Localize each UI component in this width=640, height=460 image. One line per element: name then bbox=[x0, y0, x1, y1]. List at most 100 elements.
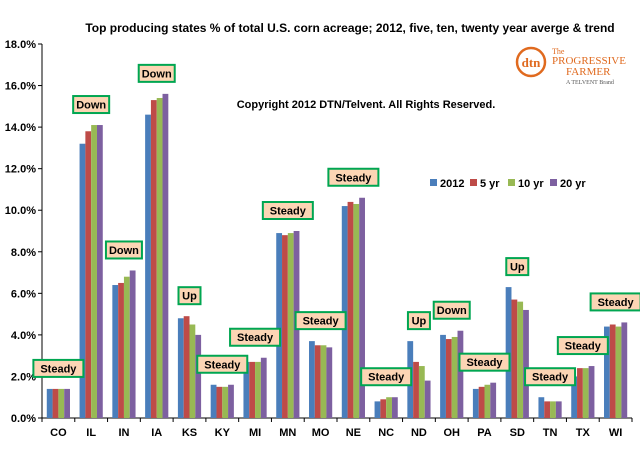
x-tick-label: TN bbox=[543, 427, 558, 439]
bar-NE-5yr bbox=[347, 201, 354, 418]
bar-ND-10yr bbox=[418, 366, 425, 418]
x-tick-label: MO bbox=[312, 427, 330, 439]
bar-SD-10yr bbox=[517, 301, 524, 418]
copyright-text: Copyright 2012 DTN/Telvent. All Rights R… bbox=[237, 99, 496, 111]
bar-MO-2012 bbox=[309, 341, 315, 418]
logo-mark: dtn bbox=[522, 55, 542, 70]
legend-label: 5 yr bbox=[480, 178, 500, 190]
bar-CO-2012 bbox=[46, 388, 53, 418]
bar-OH-5yr bbox=[445, 339, 452, 418]
bar-CO-10yr bbox=[58, 388, 65, 418]
bar-PA-5yr bbox=[478, 386, 485, 418]
trend-box bbox=[524, 367, 577, 387]
bar-IN-20yr bbox=[129, 270, 136, 418]
bar-ND-20yr bbox=[424, 380, 431, 418]
bar-MN-5yr bbox=[282, 235, 288, 418]
bar-PA-20yr bbox=[490, 382, 497, 418]
trend-box bbox=[294, 311, 347, 331]
legend-swatch bbox=[430, 179, 437, 186]
x-tick-label: ND bbox=[411, 427, 427, 439]
bar-NE-10yr bbox=[353, 203, 360, 418]
x-tick-label: IL bbox=[86, 427, 96, 439]
x-tick-label: KY bbox=[215, 427, 231, 439]
bar-PA-10yr bbox=[484, 384, 491, 418]
x-tick-label: MI bbox=[249, 427, 261, 439]
bar-CO-5yr bbox=[52, 388, 59, 418]
x-tick-label: NE bbox=[346, 427, 361, 439]
bar-MO-10yr bbox=[320, 345, 327, 418]
bar-TX-20yr bbox=[588, 366, 595, 418]
bar-WI-2012 bbox=[604, 326, 610, 418]
x-tick-label: OH bbox=[443, 427, 460, 439]
bar-WI-5yr bbox=[609, 324, 616, 418]
x-tick-label: IN bbox=[118, 427, 129, 439]
trend-label: Steady bbox=[532, 372, 569, 384]
trend-box bbox=[327, 167, 380, 187]
trend-label: Down bbox=[142, 68, 172, 80]
trend-label: Steady bbox=[237, 332, 274, 344]
trend-box bbox=[104, 240, 143, 260]
trend-PA: Steady bbox=[458, 352, 511, 372]
trend-TX: Steady bbox=[556, 336, 609, 356]
trend-IA: Down bbox=[137, 63, 176, 83]
bar-KY-5yr bbox=[216, 386, 223, 418]
bar-MN-10yr bbox=[287, 233, 294, 418]
y-tick-label: 14.0% bbox=[5, 122, 36, 134]
trend-label: Steady bbox=[466, 357, 503, 369]
bar-PA-2012 bbox=[472, 388, 479, 418]
trend-box bbox=[196, 354, 249, 374]
trend-box bbox=[432, 300, 471, 320]
bar-MO-5yr bbox=[314, 345, 321, 418]
trend-box bbox=[556, 336, 609, 356]
trend-box bbox=[137, 63, 176, 83]
y-tick-label: 6.0% bbox=[11, 288, 36, 300]
bar-WI-10yr bbox=[615, 326, 622, 418]
trend-OH: Down bbox=[432, 300, 471, 320]
bar-SD-5yr bbox=[511, 299, 518, 418]
bar-NE-20yr bbox=[359, 197, 365, 418]
bar-KY-2012 bbox=[210, 384, 217, 418]
trend-label: Up bbox=[182, 291, 197, 303]
bar-IN-2012 bbox=[112, 285, 119, 418]
bar-MI-2012 bbox=[243, 361, 250, 418]
bar-KS-5yr bbox=[183, 316, 190, 418]
trend-label: Steady bbox=[335, 172, 372, 184]
trend-MO: Steady bbox=[294, 311, 347, 331]
trend-KY: Steady bbox=[196, 354, 249, 374]
bar-ND-5yr bbox=[413, 361, 419, 418]
y-tick-label: 18.0% bbox=[5, 39, 36, 51]
dtn-progressive-farmer-logo: dtn The PROGRESSIVE FARMER A TELVENT Bra… bbox=[515, 46, 626, 86]
trend-ND: Up bbox=[406, 311, 431, 331]
bar-MI-20yr bbox=[260, 357, 267, 418]
trend-label: Steady bbox=[368, 372, 405, 384]
axes: 0.0% 2.0% 4.0% 6.0% 8.0% 10.0% 12.0% 14.0% 16.0%… bbox=[5, 39, 633, 439]
bar-OH-2012 bbox=[440, 334, 446, 418]
logo-line2: PROGRESSIVE bbox=[552, 55, 626, 67]
x-tick-label: MN bbox=[279, 427, 296, 439]
chart-title: Top producing states % of total U.S. cor… bbox=[85, 21, 614, 35]
bar-IL-2012 bbox=[79, 143, 86, 418]
trend-NE: Steady bbox=[327, 167, 380, 187]
trend-label: Steady bbox=[204, 359, 241, 371]
trend-box bbox=[72, 95, 111, 115]
bar-CO-20yr bbox=[64, 388, 70, 418]
bar-IL-5yr bbox=[85, 131, 92, 418]
bar-IA-2012 bbox=[145, 114, 151, 419]
bar-IN-10yr bbox=[123, 276, 130, 418]
legend-label: 10 yr bbox=[518, 178, 544, 190]
trend-box bbox=[505, 257, 530, 277]
bar-IA-20yr bbox=[162, 93, 169, 418]
trend-KS: Up bbox=[177, 286, 202, 306]
x-tick-label: SD bbox=[510, 427, 525, 439]
bar-IA-5yr bbox=[150, 100, 157, 418]
x-tick-label: NC bbox=[378, 427, 394, 439]
y-tick-label: 16.0% bbox=[5, 81, 36, 93]
x-tick-label: WI bbox=[609, 427, 622, 439]
bar-OH-10yr bbox=[451, 336, 458, 418]
x-tick-label: PA bbox=[477, 427, 492, 439]
trend-box bbox=[589, 292, 640, 312]
trend-label: Steady bbox=[270, 206, 307, 218]
trend-MN: Steady bbox=[261, 201, 314, 220]
trend-box bbox=[406, 311, 431, 331]
